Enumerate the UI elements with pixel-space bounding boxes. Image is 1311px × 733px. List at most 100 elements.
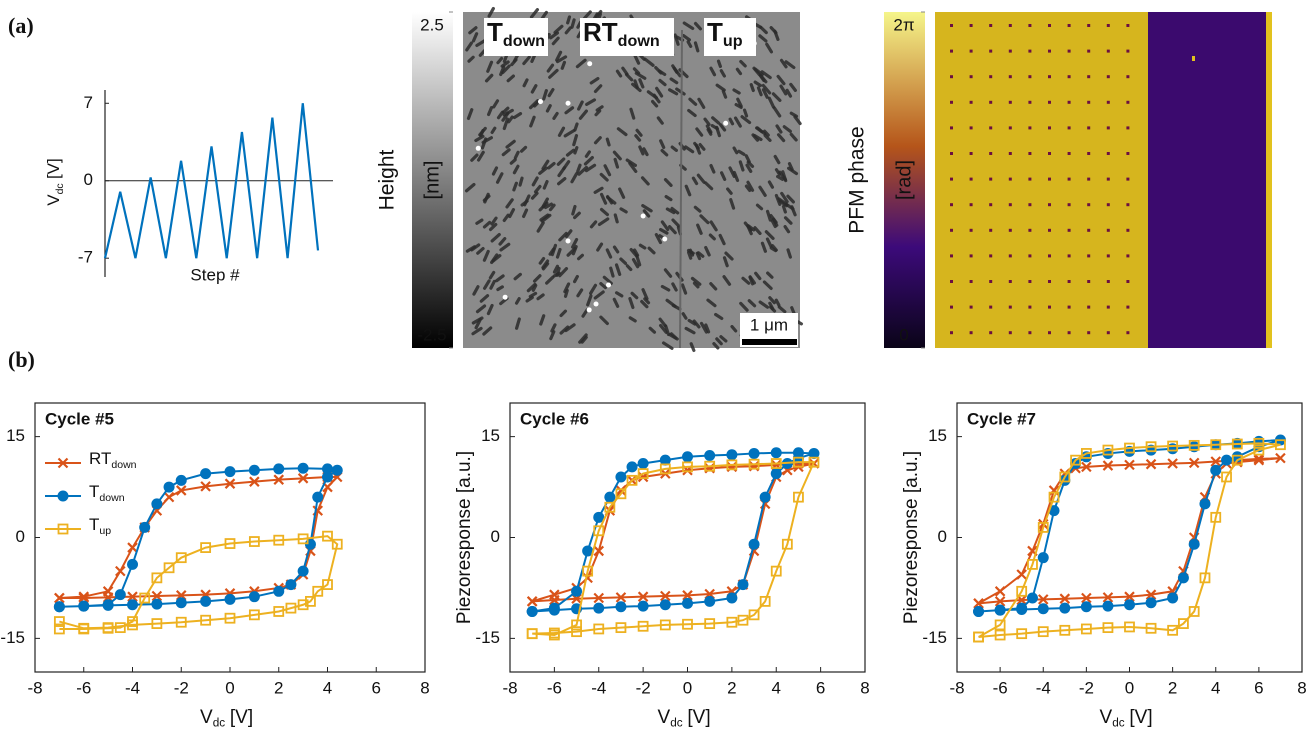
stripe (681, 312, 688, 320)
marker (770, 565, 782, 577)
stripe (540, 10, 548, 21)
y-tick-label: 0 (491, 527, 500, 546)
stripe (548, 68, 559, 79)
stripe (633, 54, 641, 65)
stripe (577, 165, 589, 176)
marker (1016, 602, 1028, 614)
stripe (743, 221, 753, 232)
stripe (482, 279, 491, 290)
switch-dot (1106, 331, 1110, 335)
stripe (532, 274, 542, 283)
switch-dot (1008, 280, 1012, 283)
phase-image-edge (1266, 12, 1272, 348)
stripe (542, 179, 549, 190)
marker (571, 585, 583, 597)
marker (322, 530, 333, 542)
stripe (564, 106, 575, 115)
colorbar-tick-label: 0 (899, 325, 908, 344)
text-part: down (618, 32, 660, 50)
stripe (642, 209, 651, 218)
stripe (756, 86, 763, 97)
switch-dot (1028, 152, 1032, 155)
y-tick-label: -7 (78, 248, 93, 267)
stripe (687, 318, 697, 326)
stripe (471, 316, 484, 325)
stripe (499, 65, 506, 77)
marker (637, 468, 649, 480)
stripe (765, 42, 773, 54)
stripe (603, 164, 612, 177)
legend-label: Tdown (89, 482, 125, 503)
stripe (784, 60, 796, 70)
marker (548, 629, 560, 641)
stripe (533, 184, 542, 194)
stripe (520, 199, 529, 207)
y-tick-label: 15 (481, 426, 500, 445)
switch-dot (1008, 331, 1012, 335)
marker (1059, 624, 1071, 636)
switch-dot (1008, 305, 1012, 309)
stripe (547, 161, 556, 170)
switch-dot (1106, 177, 1110, 181)
label-bg (704, 18, 756, 56)
marker (659, 599, 671, 611)
stripe (575, 58, 587, 69)
stripe (675, 87, 686, 96)
stripe (613, 213, 619, 224)
colorbar-unit: [rad] (893, 160, 915, 200)
stripe (496, 56, 504, 65)
particle (605, 282, 611, 288)
marker (704, 460, 716, 472)
stripe (643, 57, 655, 67)
marker (1210, 439, 1222, 451)
switch-dot (1126, 100, 1130, 104)
marker (1210, 511, 1222, 523)
switch-dot (950, 331, 953, 335)
stripe (753, 80, 762, 88)
text-part: up (723, 32, 743, 50)
stripe (490, 253, 499, 265)
stripe (724, 251, 734, 261)
switch-dot (1126, 228, 1130, 232)
switch-dot (950, 177, 953, 181)
marker (637, 591, 649, 602)
switch-dot (1126, 152, 1130, 155)
stripe (781, 204, 787, 214)
stripe (566, 15, 572, 25)
stripe (680, 283, 688, 295)
stripe (654, 66, 663, 75)
height-texture (464, 6, 804, 353)
switch-dot (1067, 228, 1071, 232)
switch-dot (1028, 24, 1032, 27)
marker (139, 521, 151, 533)
x-tick-label: 8 (1297, 678, 1306, 697)
particle (565, 100, 571, 106)
stripe (711, 116, 721, 125)
marker (759, 491, 771, 503)
stripe (687, 250, 693, 260)
stripe (775, 124, 783, 134)
marker (748, 458, 760, 470)
stripe (773, 154, 781, 165)
stripe (772, 106, 782, 118)
switch-dot (989, 24, 993, 27)
switch-dot (1048, 331, 1051, 335)
stripe (660, 148, 669, 157)
stripe (789, 111, 799, 118)
series-line (59, 535, 339, 630)
marker (1210, 456, 1222, 467)
plot-frame (34, 402, 426, 673)
marker (312, 491, 324, 503)
stripe (551, 36, 560, 46)
stripe (715, 337, 723, 346)
stripe (549, 31, 559, 40)
x-tick-label: -2 (174, 678, 189, 697)
x-tick-label: 2 (727, 678, 736, 697)
stripe (530, 53, 537, 63)
y-tick-label: 7 (84, 93, 93, 112)
stripe (564, 323, 576, 333)
stripe (628, 161, 638, 173)
stripe (655, 86, 664, 98)
stripe (599, 315, 609, 326)
marker (224, 612, 236, 624)
